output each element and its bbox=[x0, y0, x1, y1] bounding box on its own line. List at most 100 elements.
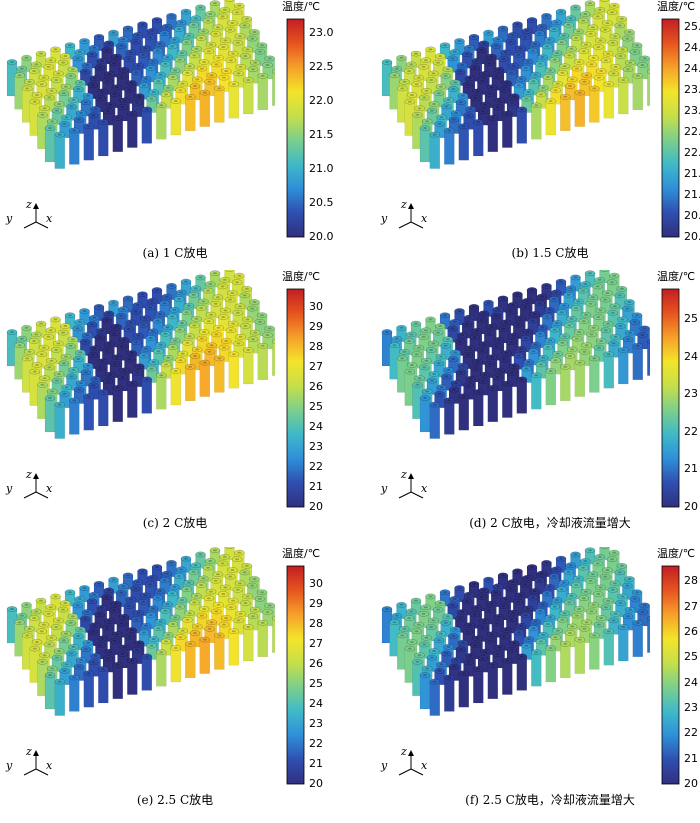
colorbar-tick-label: 22.0 bbox=[309, 93, 334, 107]
panel-a: y z x 温度/℃ 23.0 22.5 22.0 21.5 21.0 20.5 20.0 (a) 1… bbox=[0, 0, 350, 274]
colorbar-tick-label: 20 bbox=[309, 777, 323, 790]
colorbar-tick-label: 22.5 bbox=[309, 59, 334, 73]
colorbar-tick-label: 21 bbox=[684, 751, 698, 765]
caption-c: (c) 2 C放电 bbox=[142, 516, 208, 530]
colorbar-tick-label: 22 bbox=[684, 424, 698, 438]
colorbar-tick-label: 25 bbox=[309, 400, 323, 413]
colorbar-tick-label: 26 bbox=[309, 657, 323, 670]
axis-triad-icon bbox=[23, 203, 49, 229]
axis-label-y: y bbox=[6, 759, 13, 772]
colorbar-tick-label: 28 bbox=[309, 340, 323, 353]
colorbar-tick-label: 24.5 bbox=[684, 41, 700, 55]
axis-label-x: x bbox=[46, 212, 53, 225]
colorbar-d bbox=[661, 288, 680, 508]
caption-d: (d) 2 C放电，冷却液流量增大 bbox=[469, 516, 631, 530]
colorbar-tick-label: 25 bbox=[309, 677, 323, 690]
battery-pack-e bbox=[6, 547, 275, 716]
axis-label-z: z bbox=[26, 468, 32, 481]
colorbar-tick-label: 23.5 bbox=[684, 83, 700, 97]
axis-label-z: z bbox=[401, 468, 407, 481]
axis-label-y: y bbox=[6, 212, 13, 225]
colorbar-e bbox=[286, 565, 305, 785]
axis-triad-icon bbox=[398, 473, 424, 499]
axis-triad-icon bbox=[23, 750, 49, 776]
colorbar-tick-label: 22 bbox=[309, 460, 323, 473]
colorbar-c bbox=[286, 288, 305, 508]
axis-label-x: x bbox=[46, 482, 53, 495]
axis-label-x: x bbox=[421, 759, 428, 772]
battery-pack-b bbox=[381, 0, 650, 169]
colorbar-tick-label: 22.0 bbox=[684, 146, 700, 160]
colorbar-tick-label: 21 bbox=[684, 462, 698, 476]
colorbar-tick-label: 29 bbox=[309, 320, 323, 333]
colorbar-tick-label: 27 bbox=[309, 637, 323, 650]
colorbar-tick-label: 23 bbox=[684, 387, 698, 401]
panel-c: y z x 温度/℃ 30 29 28 27 26 25 24 23 22 21 20 (c) 2 C放电 bbox=[0, 270, 350, 544]
colorbar-tick-label: 28 bbox=[684, 574, 698, 588]
battery-pack-c bbox=[6, 270, 275, 439]
colorbar-tick-label: 20.5 bbox=[684, 209, 700, 223]
colorbar-tick-label: 25.0 bbox=[684, 20, 700, 34]
colorbar-title: 温度/℃ bbox=[657, 0, 696, 13]
axis-label-z: z bbox=[401, 198, 407, 211]
colorbar-f bbox=[661, 565, 680, 785]
colorbar-tick-label: 21.5 bbox=[309, 127, 334, 141]
colorbar-tick-label: 24 bbox=[684, 349, 698, 363]
axis-label-z: z bbox=[26, 745, 32, 758]
colorbar-tick-label: 21.0 bbox=[309, 161, 334, 175]
colorbar-tick-label: 20 bbox=[684, 500, 698, 513]
colorbar-b bbox=[661, 18, 680, 238]
colorbar-tick-label: 21 bbox=[309, 480, 323, 493]
colorbar-tick-label: 22.5 bbox=[684, 125, 700, 139]
colorbar-tick-label: 20 bbox=[684, 777, 698, 790]
colorbar-tick-label: 23 bbox=[309, 717, 323, 730]
colorbar-a bbox=[286, 18, 305, 238]
axis-label-y: y bbox=[381, 759, 388, 772]
battery-pack-a bbox=[6, 0, 275, 169]
colorbar-tick-label: 30 bbox=[309, 577, 323, 590]
colorbar-tick-label: 23.0 bbox=[684, 104, 700, 118]
panel-b: yz x 温度/℃ 25.0 24.5 24.0 23.5 23.0 22.5 22.0 21.5 2… bbox=[375, 0, 700, 274]
panel-e: y z x 温度/℃ 30 29 28 27 26 25 24 23 22 21 20 (e) 2.5 C放电 bbox=[0, 547, 350, 821]
colorbar-tick-label: 22 bbox=[309, 737, 323, 750]
colorbar-tick-label: 26 bbox=[309, 380, 323, 393]
caption-f: (f) 2.5 C放电，冷却液流量增大 bbox=[465, 793, 635, 807]
colorbar-tick-label: 27 bbox=[309, 360, 323, 373]
axis-label-x: x bbox=[46, 759, 53, 772]
colorbar-tick-label: 24 bbox=[684, 675, 698, 689]
caption-e: (e) 2.5 C放电 bbox=[136, 793, 214, 807]
colorbar-tick-label: 25 bbox=[684, 650, 698, 664]
colorbar-tick-label: 21 bbox=[309, 757, 323, 770]
axis-triad-icon bbox=[398, 203, 424, 229]
caption-a: (a) 1 C放电 bbox=[142, 246, 208, 260]
colorbar-tick-label: 28 bbox=[309, 617, 323, 630]
colorbar-tick-label: 20 bbox=[309, 500, 323, 513]
colorbar-tick-label: 23 bbox=[309, 440, 323, 453]
axis-triad-icon bbox=[23, 473, 49, 499]
axis-label-y: y bbox=[381, 482, 388, 495]
colorbar-title: 温度/℃ bbox=[657, 547, 696, 560]
colorbar-title: 温度/℃ bbox=[282, 0, 321, 13]
axis-label-x: x bbox=[421, 482, 428, 495]
colorbar-title: 温度/℃ bbox=[282, 547, 321, 560]
panel-f: y z x 温度/℃ 28 27 26 25 24 23 22 21 20 (f) 2.5 C放电，冷却液… bbox=[375, 547, 700, 821]
colorbar-tick-label: 24 bbox=[309, 420, 323, 433]
colorbar-tick-label: 26 bbox=[684, 624, 698, 638]
panel-d: y z x 温度/℃ 24 22 20 25 23 21 (d) 2 C放电，冷却液流量增大 bbox=[375, 270, 700, 544]
colorbar-tick-label: 20.5 bbox=[309, 195, 334, 209]
caption-b: (b) 1.5 C放电 bbox=[511, 246, 589, 260]
axis-label-x: x bbox=[421, 212, 428, 225]
axis-label-y: y bbox=[6, 482, 13, 495]
colorbar-tick-label: 27 bbox=[684, 599, 698, 613]
colorbar-tick-label: 30 bbox=[309, 300, 323, 313]
colorbar-tick-label: 23.0 bbox=[309, 25, 334, 39]
colorbar-tick-label: 20.0 bbox=[309, 230, 334, 243]
colorbar-tick-label: 22 bbox=[684, 726, 698, 740]
colorbar-tick-label: 29 bbox=[309, 597, 323, 610]
battery-pack-d bbox=[381, 270, 650, 439]
axis-triad-icon bbox=[398, 750, 424, 776]
colorbar-tick-label: 24.0 bbox=[684, 62, 700, 76]
colorbar-tick-label: 21.5 bbox=[684, 167, 700, 181]
colorbar-tick-label: 23 bbox=[684, 700, 698, 714]
colorbar-tick-label: 20.0 bbox=[684, 230, 700, 243]
